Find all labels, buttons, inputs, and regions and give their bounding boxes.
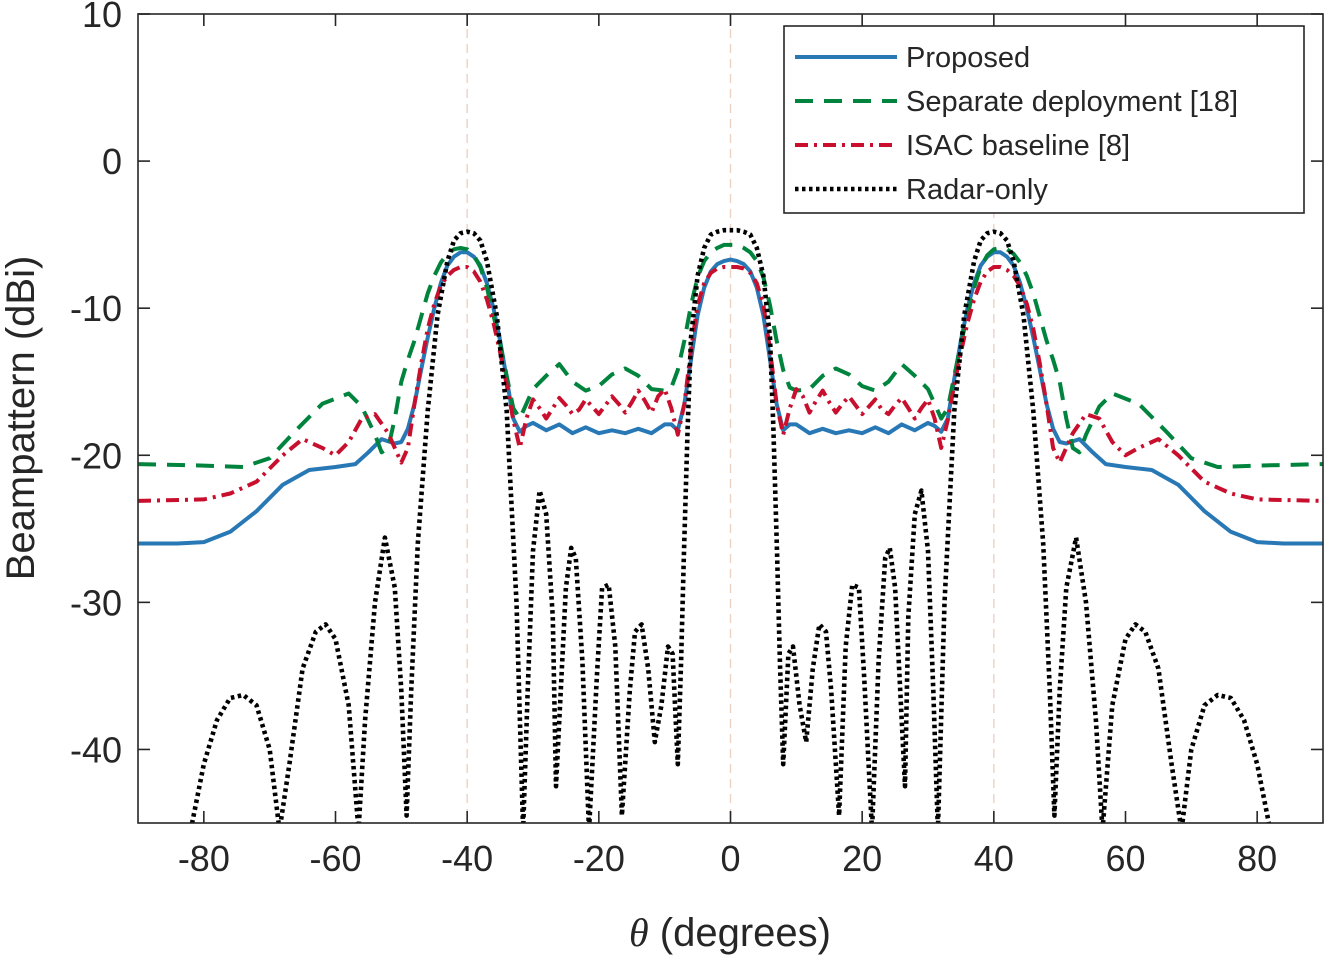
- series-line-0: [138, 250, 1323, 546]
- series-line-1: [138, 242, 1323, 469]
- y-axis-title: Beampattern (dBi): [0, 256, 43, 581]
- x-tick-label: 0: [720, 838, 740, 879]
- series-layer: [138, 227, 1323, 823]
- legend-label-0: Proposed: [906, 42, 1030, 74]
- x-tick-label: 20: [842, 838, 882, 879]
- y-tick-label: -40: [70, 729, 122, 770]
- x-tick-label: -20: [573, 838, 625, 879]
- legend: Proposed Separate deployment [18] ISAC bas…: [783, 25, 1305, 214]
- x-tick-label: 80: [1237, 838, 1277, 879]
- y-tick-label: 0: [102, 141, 122, 182]
- y-tick-label: -30: [70, 582, 122, 623]
- legend-label-1: Separate deployment [18]: [906, 86, 1238, 118]
- y-tick-label: -20: [70, 435, 122, 476]
- x-tick-label: 40: [974, 838, 1014, 879]
- x-axis-title-text: (degrees): [649, 911, 831, 955]
- y-ticks: 10 0 -10 -20 -30 -40: [70, 0, 1323, 770]
- x-tick-label: -40: [441, 838, 493, 879]
- x-axis-title-symbol: θ: [629, 910, 649, 955]
- x-tick-label: -80: [178, 838, 230, 879]
- x-tick-label: -60: [309, 838, 361, 879]
- y-tick-label: -10: [70, 288, 122, 329]
- x-ticks: -80 -60 -40 -20 0 20 40 60 80: [178, 14, 1277, 879]
- x-tick-label: 60: [1105, 838, 1145, 879]
- series-line-3: [189, 227, 1272, 823]
- x-axis-title: θ (degrees): [629, 910, 831, 955]
- legend-label-2: ISAC baseline [8]: [906, 130, 1130, 162]
- series-line-2: [138, 265, 1323, 503]
- y-tick-label: 10: [82, 0, 122, 35]
- legend-label-3: Radar-only: [906, 174, 1048, 206]
